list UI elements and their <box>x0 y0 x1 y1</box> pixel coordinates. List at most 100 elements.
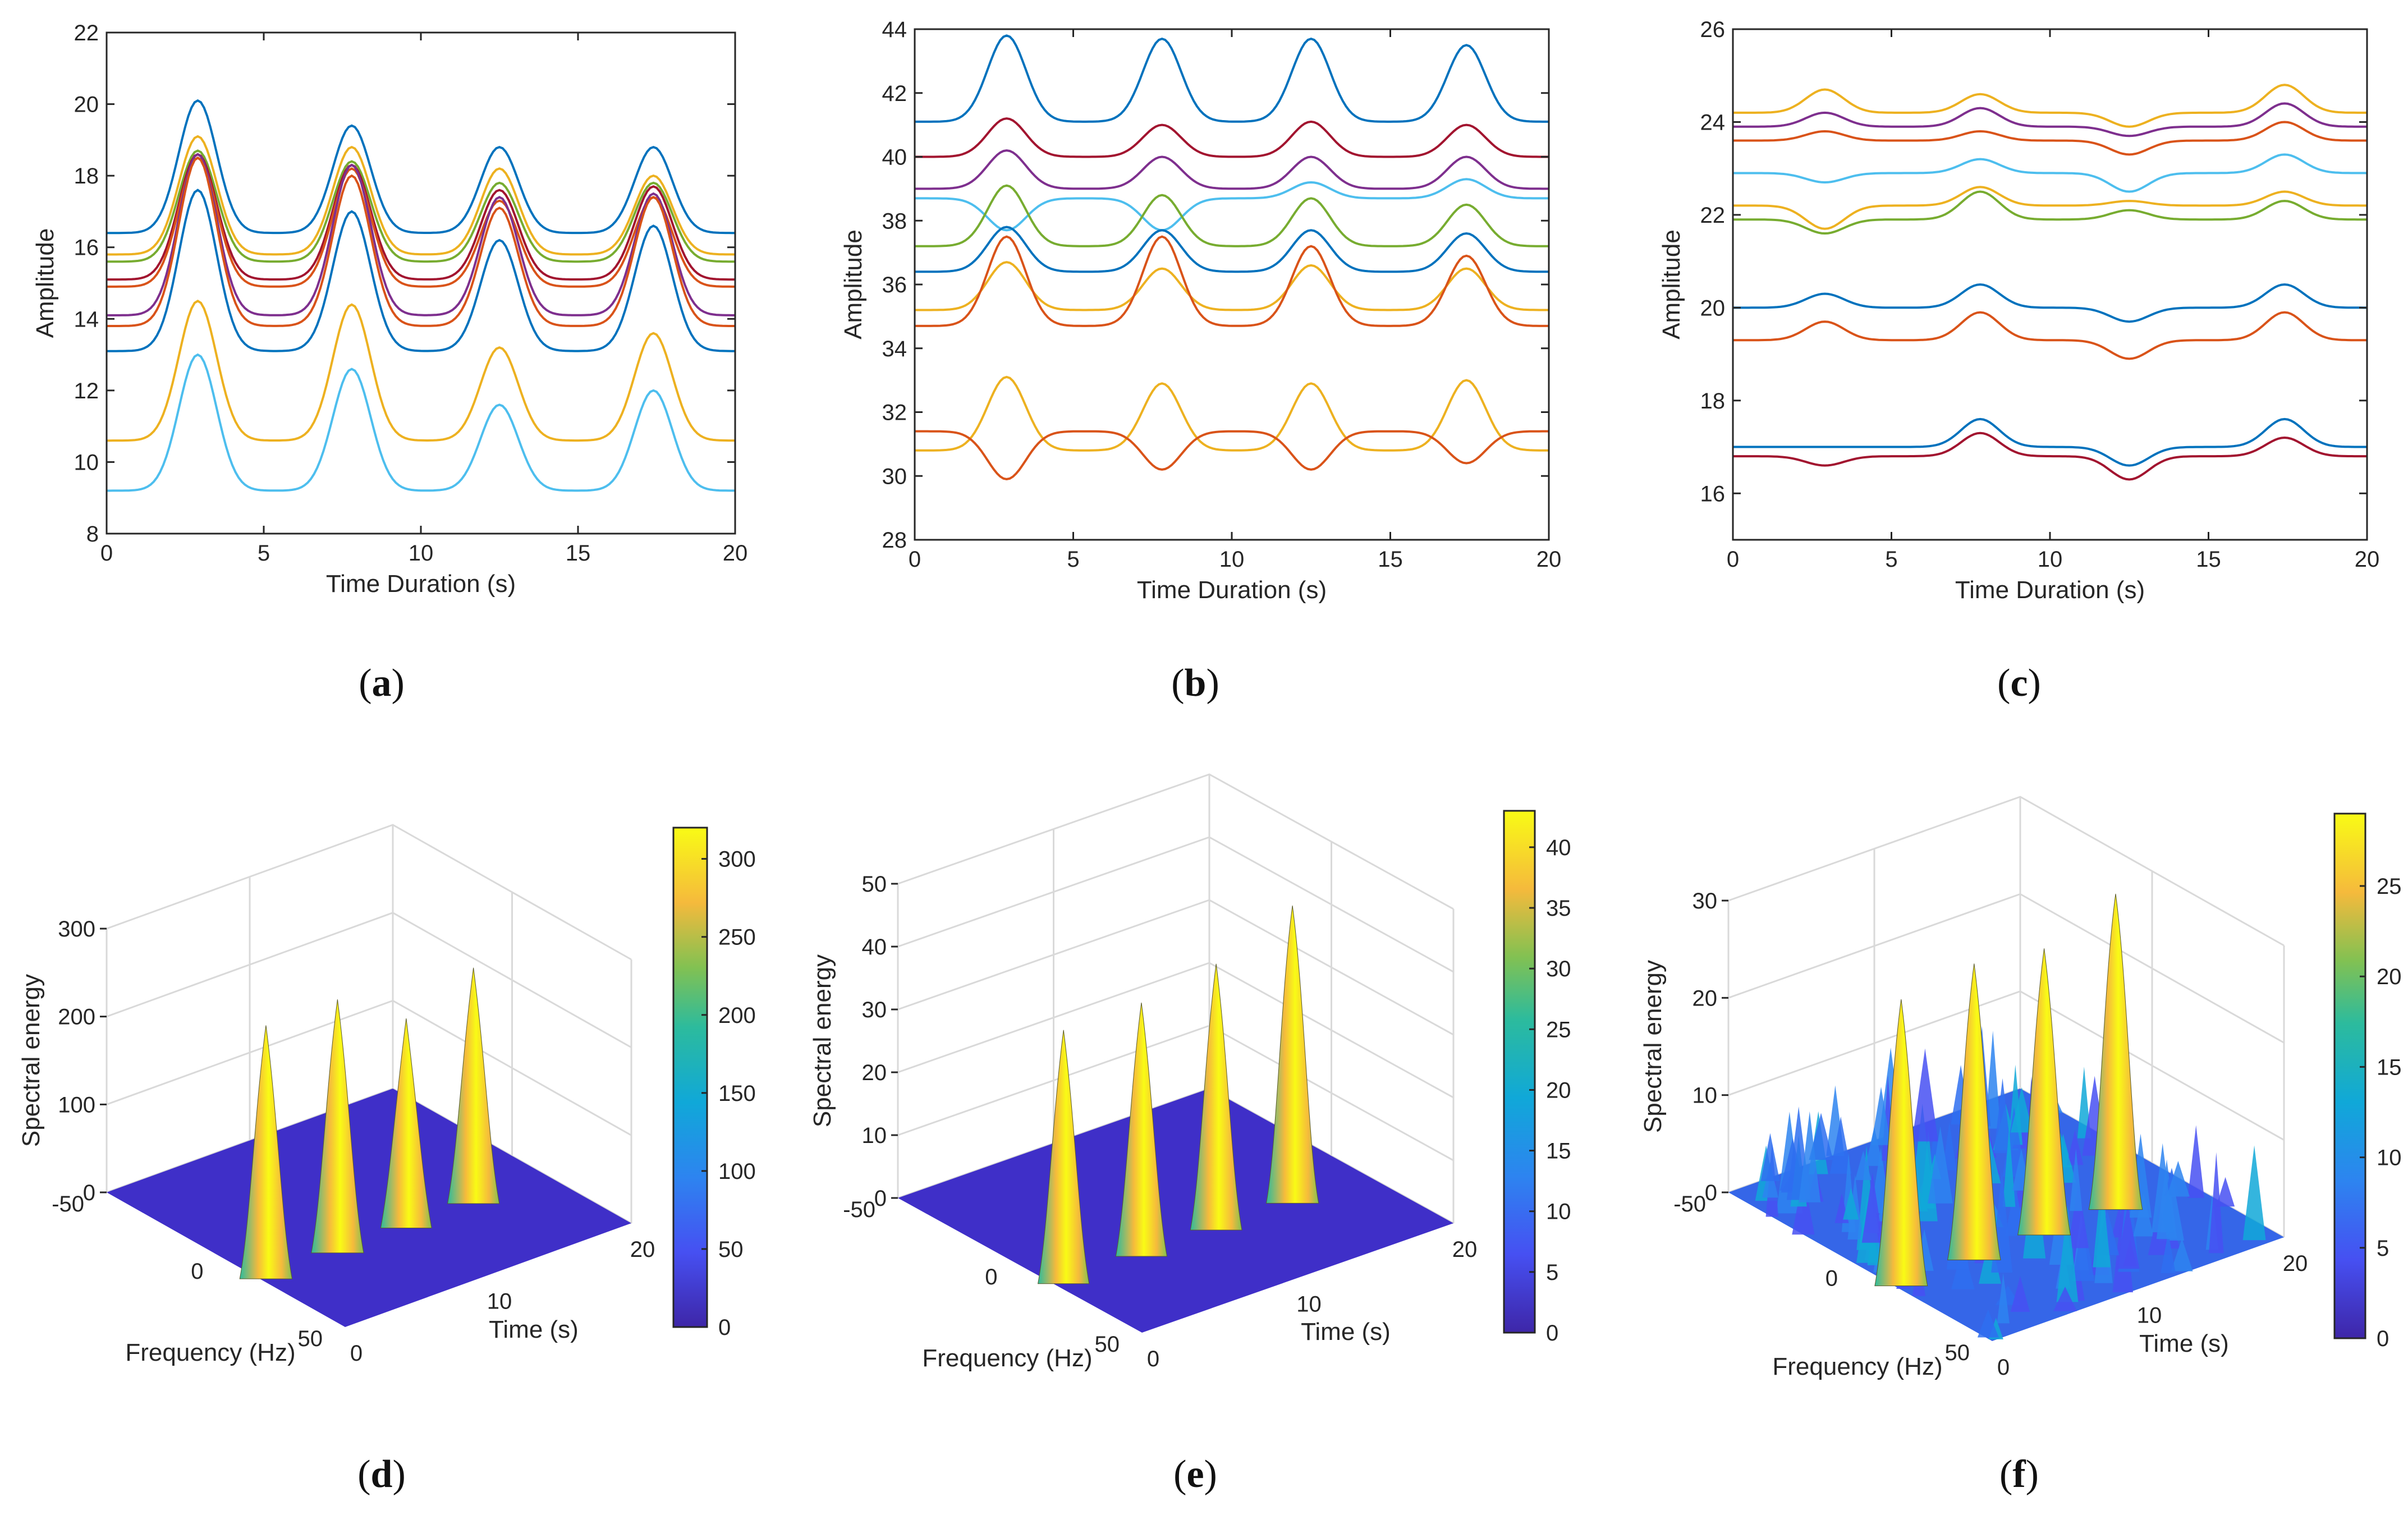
noise-spike <box>2209 1152 2224 1254</box>
colorbar-tick-label: 10 <box>2377 1146 2402 1170</box>
noise-spike <box>2056 1205 2079 1302</box>
noise-spike <box>1871 1086 1891 1145</box>
panel-label-open-paren: ( <box>1173 1453 1186 1496</box>
y-tick-label: 36 <box>882 273 907 297</box>
z-tick-label: 0 <box>83 1181 95 1205</box>
series-line-c-s5 <box>1733 186 2367 230</box>
plot-frame-b <box>914 28 1550 541</box>
y-tick-label: 10 <box>74 450 99 475</box>
series-line-b-s9 <box>915 375 1549 452</box>
noise-spike <box>1942 1122 1956 1170</box>
noise-spike <box>2242 1145 2266 1241</box>
z-tick-label: 0 <box>1705 1181 1717 1205</box>
series-line-a-s10 <box>107 353 735 492</box>
time-tick-label: 0 <box>1997 1355 2010 1380</box>
z-tick-label: 30 <box>1693 889 1718 913</box>
y-tick-label: 40 <box>882 145 907 170</box>
x-tick-label: 20 <box>723 541 748 566</box>
y-tick-label: 18 <box>1700 389 1726 414</box>
noise-spike <box>1912 1048 1938 1142</box>
noise-spike <box>1760 1133 1780 1181</box>
series-line-a-s2 <box>107 135 736 256</box>
colorbar-tick-label: 15 <box>1546 1139 1571 1164</box>
surface-floor <box>898 1089 1453 1333</box>
y-axis-label: Amplitude <box>1658 229 1685 339</box>
x-tick-label: 10 <box>2038 547 2063 572</box>
z-grid-line <box>106 912 632 1048</box>
time-tick-label: 0 <box>1147 1347 1159 1371</box>
frequency-tick-label: -50 <box>1673 1192 1706 1216</box>
frequency-tick-label: 0 <box>191 1259 203 1284</box>
colorbar-d <box>672 827 708 1328</box>
y-axis-label: Amplitude <box>31 228 59 338</box>
noise-spike <box>2171 1238 2193 1271</box>
y-tick-label: 24 <box>1700 110 1726 135</box>
noise-spike <box>1928 1126 1953 1204</box>
noise-spike <box>1829 1116 1852 1174</box>
spectral-peak-d-1 <box>239 1025 293 1279</box>
frequency-tick-label: -50 <box>52 1192 84 1216</box>
z-grid-line <box>1728 796 2285 947</box>
frequency-tick-label: 50 <box>298 1326 323 1351</box>
noise-spike <box>2152 1143 2174 1233</box>
colorbar-tick-label: 100 <box>718 1159 756 1184</box>
z-tick-label: 40 <box>862 935 887 960</box>
z-axis-label: Spectral energy <box>1639 960 1667 1133</box>
series-line-a-s7 <box>107 156 735 327</box>
plot-frame-c <box>1732 28 2368 541</box>
x-tick-label: 5 <box>1885 547 1897 572</box>
panel-label-b: (b) <box>1171 662 1219 705</box>
colorbar-tick-label: 0 <box>1546 1321 1558 1346</box>
z-tick-label: 100 <box>58 1092 95 1117</box>
colorbar-tick-label: 0 <box>718 1315 731 1340</box>
noise-spike <box>1977 1309 1999 1338</box>
y-tick-label: 22 <box>74 21 99 45</box>
y-tick-label: 38 <box>882 209 907 233</box>
colorbar-tick-label: 40 <box>1546 835 1571 860</box>
time-axis-label: Time (s) <box>2139 1330 2229 1357</box>
x-tick-label: 15 <box>2196 547 2221 572</box>
panel-label-close-paren: ) <box>2028 662 2041 705</box>
noise-spike <box>2002 1128 2016 1207</box>
panel-label-open-paren: ( <box>1999 1453 2012 1496</box>
z-grid-line <box>897 773 1454 910</box>
x-axis-label: Time Duration (s) <box>1137 576 1327 604</box>
panel-label-close-paren: ) <box>392 1453 405 1496</box>
colorbar-tick-label: 50 <box>718 1237 744 1262</box>
series-line-b-s3 <box>915 149 1549 190</box>
spectral-peak-e-4 <box>1265 905 1319 1204</box>
frequency-axis-label: Frequency (Hz) <box>125 1339 295 1366</box>
z-tick-label: 20 <box>1693 986 1718 1011</box>
noise-spike <box>1843 1187 1859 1220</box>
spectral-peak-e-1 <box>1038 1030 1090 1284</box>
x-tick-label: 0 <box>1727 547 1739 572</box>
series-line-a-s6 <box>107 153 735 316</box>
series-line-c-s9 <box>1733 417 2367 467</box>
frequency-axis-label: Frequency (Hz) <box>1772 1353 1942 1380</box>
panel-label-close-paren: ) <box>1204 1453 1217 1496</box>
y-tick-label: 32 <box>882 401 907 425</box>
noise-spike <box>2116 1204 2140 1269</box>
colorbar-tick-label: 25 <box>2377 874 2402 899</box>
noise-spike <box>1799 1111 1821 1202</box>
series-line-b-s5 <box>915 184 1549 247</box>
series-line-c-s3 <box>1733 121 2367 156</box>
frequency-tick-label: -50 <box>843 1197 875 1222</box>
panel-label-close-paren: ) <box>2026 1453 2039 1496</box>
noise-spike <box>1855 1150 1872 1181</box>
noise-spike <box>2166 1160 2190 1197</box>
y-tick-label: 42 <box>882 81 907 106</box>
spectral-peak-d-3 <box>380 1018 432 1228</box>
line-chart-c: 0 5 10 15 20 16 18 20 22 24 26 Time Duration (s) Amp… <box>1658 17 2379 604</box>
colorbar-tick-label: 300 <box>718 847 756 872</box>
x-tick-label: 10 <box>1219 547 1245 572</box>
panel-label-f: (f) <box>1999 1453 2039 1496</box>
panel-label-open-paren: ( <box>357 1453 370 1496</box>
colorbar-tick-label: 5 <box>1546 1260 1558 1285</box>
panel-label-letter: a <box>372 662 392 705</box>
x-tick-label: 5 <box>1067 547 1079 572</box>
frequency-tick-label: 50 <box>1945 1340 1970 1365</box>
